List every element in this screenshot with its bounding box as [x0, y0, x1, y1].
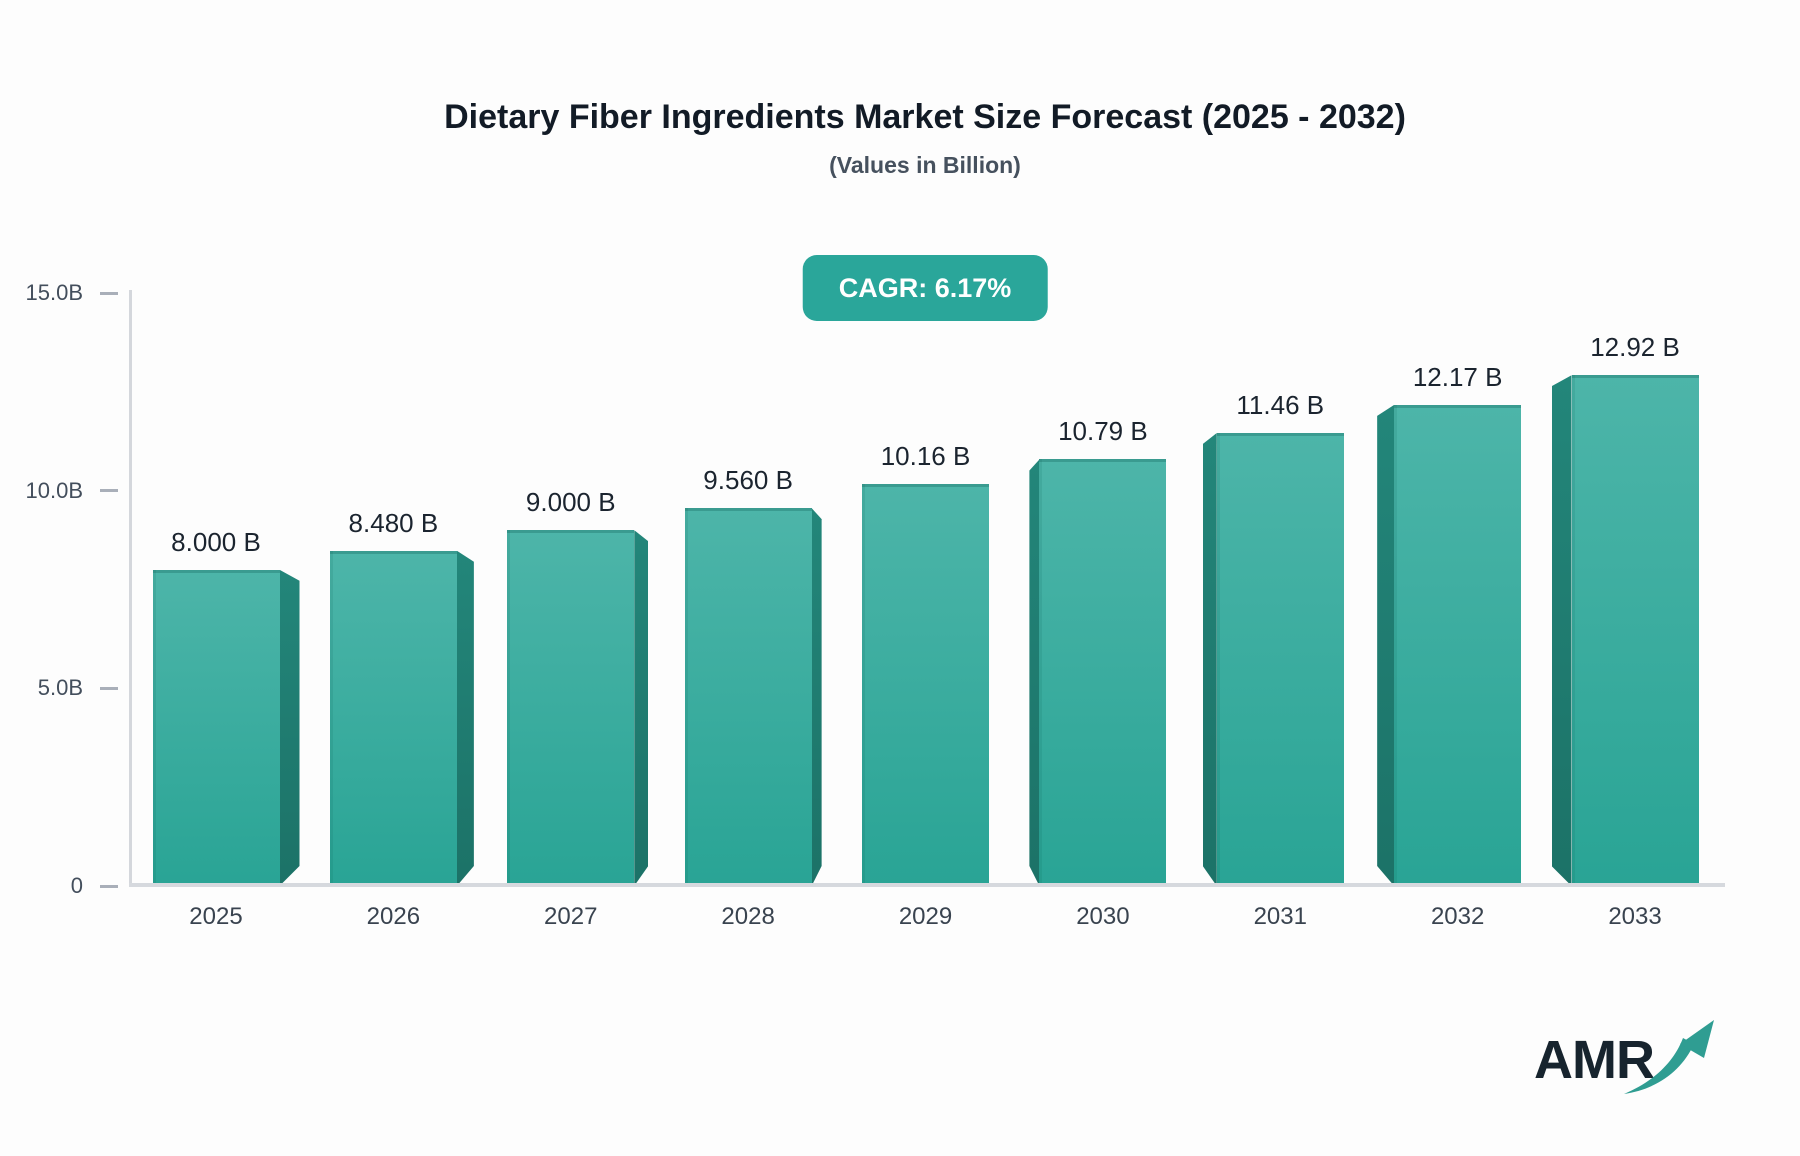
bar-value-label: 10.16 B: [880, 441, 971, 472]
bar-2025: [152, 569, 280, 886]
growth-arrow-swoosh: [1624, 1038, 1694, 1094]
amr-logo-text: AMR: [1534, 1030, 1655, 1090]
cagr-badge: CAGR: 6.17%: [802, 255, 1048, 321]
chart-title: Dietary Fiber Ingredients Market Size Fo…: [444, 98, 1406, 136]
bar-2033: [1571, 375, 1699, 886]
bar-2028: [684, 508, 812, 886]
bar-2027: [507, 530, 635, 886]
amr-logo: AMR: [1534, 1020, 1714, 1094]
x-tick-label: 2031: [1253, 903, 1307, 930]
bar-value-label: 9.000 B: [525, 487, 616, 518]
bar-2031: [1216, 432, 1344, 886]
x-tick-label: 2030: [1076, 903, 1130, 930]
bar-side-2030: [1029, 459, 1040, 886]
bar-2030: [1039, 459, 1167, 886]
x-tick-label: 2029: [898, 903, 953, 930]
bar-side-2028: [811, 508, 822, 886]
bar-side-2033: [1551, 375, 1572, 886]
bar-value-label: 8.000 B: [171, 526, 261, 557]
y-tick-dash: [100, 884, 118, 888]
y-axis-line: [129, 290, 132, 886]
x-tick-label: 2028: [721, 903, 775, 930]
bar-side-2025: [279, 569, 300, 886]
bar-value-label: 9.560 B: [703, 465, 793, 496]
bar-value-label: 12.92 B: [1590, 332, 1680, 363]
y-tick-label: 15.0B: [25, 280, 84, 306]
bar-value-label: 12.17 B: [1412, 361, 1503, 392]
y-tick-dash: [100, 489, 118, 493]
x-tick-label: 2025: [189, 903, 243, 930]
chart-subtitle: (Values in Billion): [829, 152, 1021, 178]
y-tick-label: 10.0B: [25, 477, 84, 503]
bar-2026: [329, 550, 457, 886]
bar-2032: [1394, 404, 1522, 886]
bar-side-2031: [1202, 432, 1217, 886]
y-tick-label: 5.0B: [37, 675, 83, 701]
bar-value-label: 11.46 B: [1236, 389, 1325, 420]
x-tick-label: 2033: [1608, 903, 1662, 930]
bar-side-2032: [1377, 404, 1395, 886]
bar-value-label: 10.79 B: [1058, 416, 1148, 447]
bar-side-2026: [456, 550, 474, 886]
y-tick-dash: [100, 686, 118, 690]
x-tick-label: 2026: [366, 903, 421, 930]
y-tick-label: 0: [70, 873, 83, 898]
x-axis-baseline: [129, 883, 1725, 887]
x-tick-label: 2027: [544, 903, 598, 930]
bar-value-label: 8.480 B: [348, 507, 439, 538]
x-tick-label: 2032: [1430, 903, 1485, 930]
bar-2029: [862, 484, 990, 886]
growth-arrow-icon: [1624, 1020, 1714, 1094]
growth-arrow-head: [1680, 1020, 1714, 1058]
bar-side-2027: [634, 530, 649, 886]
y-tick-dash: [100, 291, 118, 295]
